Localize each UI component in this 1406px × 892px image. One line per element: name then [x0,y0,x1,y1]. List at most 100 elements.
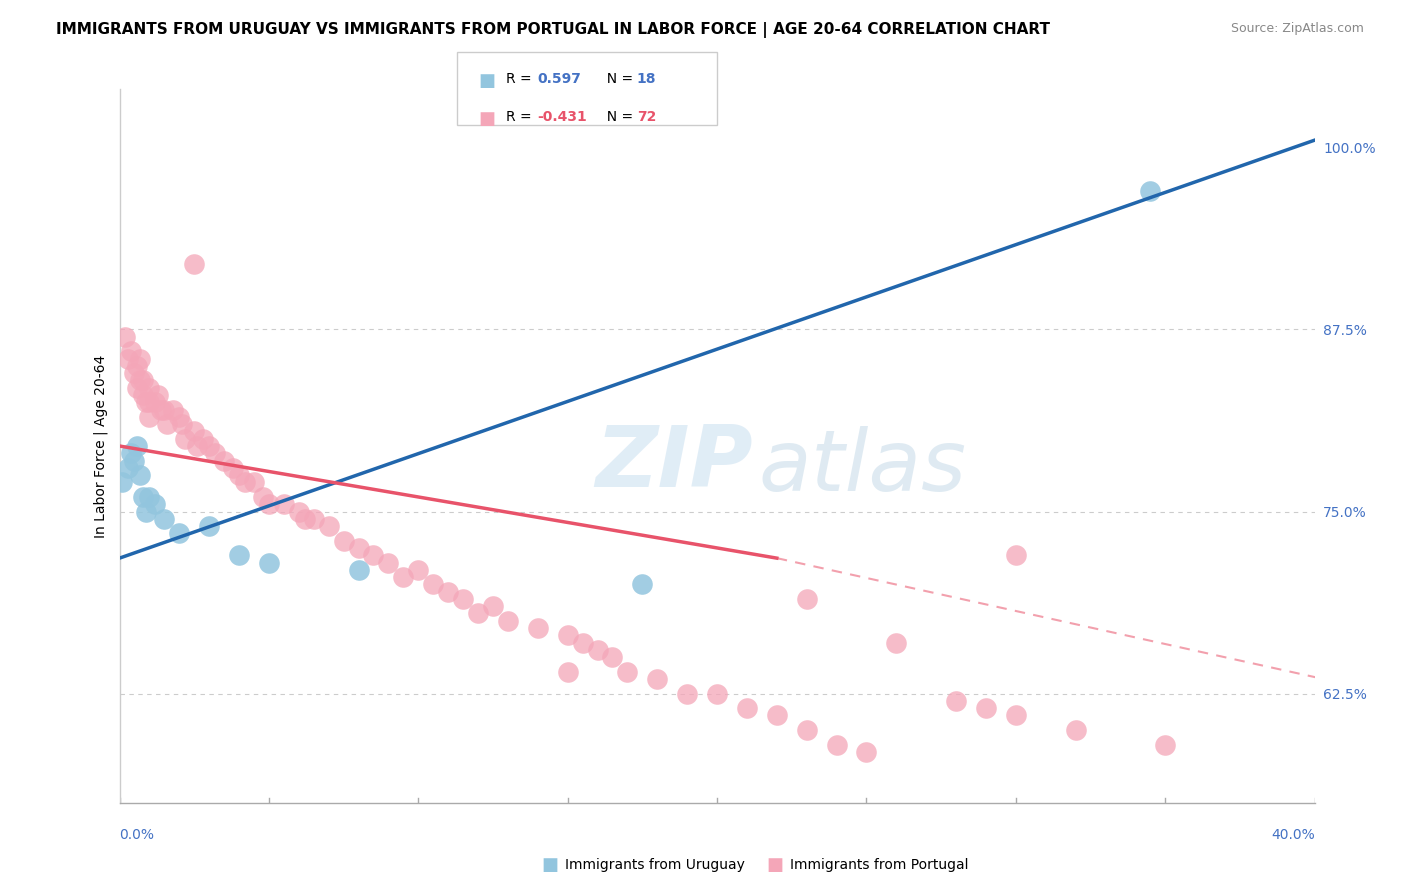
Point [138,409,160,424]
Point [825,738,848,752]
Text: N =: N = [598,110,637,124]
Point [204,446,226,460]
Point [557,628,579,642]
Point [437,584,460,599]
Point [138,381,160,395]
Point [124,366,146,380]
Point [228,548,250,562]
Point [212,453,235,467]
Text: ■: ■ [478,110,495,128]
Point [451,591,474,606]
Point [796,723,818,737]
Point [132,490,155,504]
Point [117,351,139,366]
Point [111,475,134,490]
Point [602,650,624,665]
Point [347,563,370,577]
Point [162,402,184,417]
Point [796,591,818,606]
Point [631,577,654,591]
Point [855,745,877,759]
Point [127,359,149,373]
Text: Immigrants from Portugal: Immigrants from Portugal [790,858,969,872]
Text: ■: ■ [541,856,558,874]
Text: 18: 18 [637,72,657,87]
Point [191,432,215,446]
Point [127,439,149,453]
Text: atlas: atlas [759,425,967,509]
Point [647,672,669,686]
Point [114,330,136,344]
Text: 0.0%: 0.0% [120,828,155,842]
Point [586,643,609,657]
Point [222,460,245,475]
Point [243,475,266,490]
Text: ■: ■ [766,856,783,874]
Point [706,687,728,701]
Text: 0.597: 0.597 [537,72,581,87]
Point [482,599,505,614]
Point [766,708,789,723]
Point [138,490,160,504]
Point [150,402,173,417]
Text: 72: 72 [637,110,657,124]
Point [129,374,152,388]
Point [117,460,139,475]
Point [156,417,179,432]
Point [132,374,155,388]
Point [145,497,166,511]
Point [392,570,415,584]
Point [138,395,160,409]
Point [318,519,340,533]
Point [121,446,143,460]
Point [377,556,399,570]
Point [153,402,176,417]
Text: N =: N = [598,72,637,87]
Point [527,621,550,635]
Point [571,635,593,649]
Point [124,453,146,467]
Text: IMMIGRANTS FROM URUGUAY VS IMMIGRANTS FROM PORTUGAL IN LABOR FORCE | AGE 20-64 C: IMMIGRANTS FROM URUGUAY VS IMMIGRANTS FR… [56,22,1050,38]
Point [257,556,280,570]
Text: Source: ZipAtlas.com: Source: ZipAtlas.com [1230,22,1364,36]
Point [347,541,370,555]
Point [228,468,250,483]
Point [121,344,143,359]
Point [135,395,157,409]
Point [148,388,170,402]
Point [302,512,325,526]
Point [974,701,997,715]
Point [257,497,280,511]
Point [169,526,191,541]
Point [422,577,444,591]
Point [1005,548,1028,562]
Point [198,519,221,533]
Point [183,425,205,439]
Point [735,701,758,715]
Text: ZIP: ZIP [595,422,754,506]
Point [135,504,157,518]
Point [145,395,166,409]
Text: Immigrants from Uruguay: Immigrants from Uruguay [565,858,745,872]
Point [886,635,908,649]
Point [1139,184,1161,198]
Point [233,475,256,490]
Y-axis label: In Labor Force | Age 20-64: In Labor Force | Age 20-64 [94,354,108,538]
Point [129,468,152,483]
Point [616,665,638,679]
Point [294,512,316,526]
Point [169,409,191,424]
Point [153,512,176,526]
Point [129,351,152,366]
Point [252,490,274,504]
Text: -0.431: -0.431 [537,110,586,124]
Point [183,257,205,271]
Point [186,439,208,453]
Text: 40.0%: 40.0% [1271,828,1315,842]
Point [1005,708,1028,723]
Point [363,548,385,562]
Point [174,432,197,446]
Point [273,497,295,511]
Point [332,533,354,548]
Point [172,417,194,432]
